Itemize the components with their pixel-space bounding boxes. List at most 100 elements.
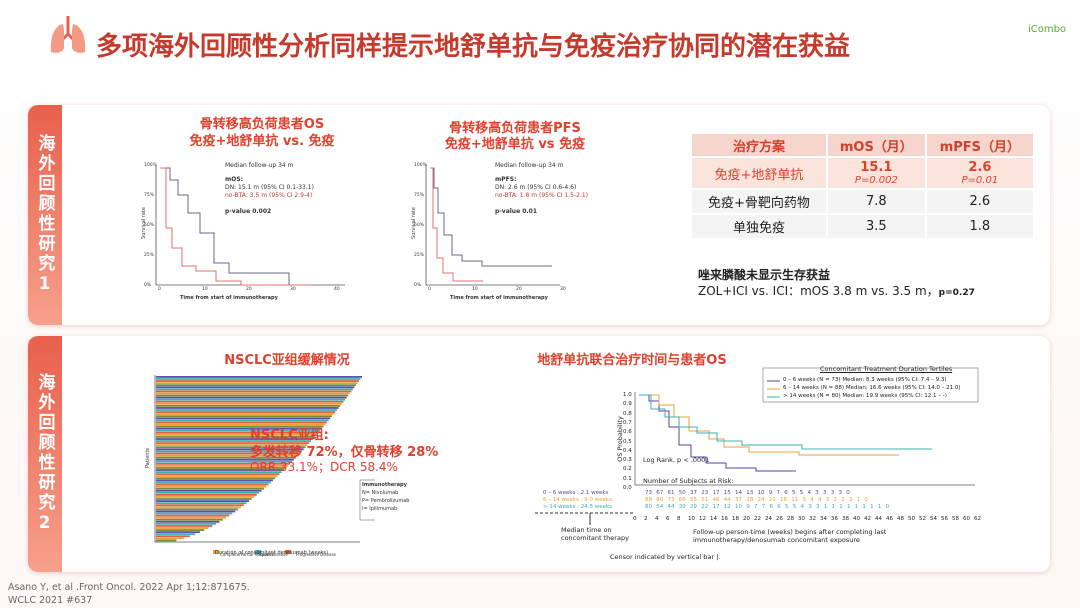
waterfall-bar: [156, 469, 284, 471]
waterfall-bar: [156, 415, 332, 418]
waterfall-bar: [156, 450, 302, 453]
x-tick-label: 2: [644, 516, 648, 522]
y-tick-label: 0.4: [623, 447, 632, 454]
citation: WCLC 2021 #637: [8, 595, 93, 606]
figure-text: DN: 15.1 m (95% CI 0.1-33.1): [225, 184, 314, 191]
waterfall-bar: [156, 508, 239, 511]
table-cell: 2.6: [968, 160, 992, 175]
waterfall-bar: [156, 376, 362, 378]
risk-row: 73 67 61 50 37 23 17 15 14 13 10 9 7 6 5…: [645, 490, 850, 496]
waterfall-bar: [156, 446, 306, 449]
table-cell: 3.5: [825, 213, 927, 240]
results-table: 治疗方案 mOS（月） mPFS（月） 免疫+地舒单抗 15.1 P=0.002 2.…: [690, 132, 1036, 240]
waterfall-bar: [156, 388, 353, 391]
waterfall-bar: [156, 475, 278, 478]
waterfall-bar: [156, 471, 282, 474]
section-label: 海外回顾性研究1: [34, 133, 55, 297]
waterfall-bar: [156, 462, 290, 465]
slide-title: 多项海外回顾性分析同样提示地舒单抗与免疫治疗协同的潜在获益: [96, 32, 851, 62]
x-tick-label: 60: [963, 516, 970, 522]
note-p: p=0.27: [938, 288, 975, 298]
y-tick-label: 25%: [414, 253, 425, 258]
x-tick-label: 26: [776, 516, 783, 522]
waterfall-bar: [156, 396, 347, 399]
waterfall-bar: [156, 456, 296, 459]
waterfall-bar: [156, 467, 286, 469]
waterfall-bar: [156, 438, 313, 440]
waterfall-bar: [156, 380, 359, 382]
y-tick-label: 50%: [414, 223, 425, 228]
x-axis-label: Follow-up person-time (weeks) begins aft…: [693, 528, 887, 536]
x-tick-label: 36: [831, 516, 838, 522]
logo: iCombo: [1027, 24, 1067, 35]
waterfall-bar: [156, 400, 344, 403]
subgroup-text: 多发转移 72%，仅骨转移 28%: [250, 445, 439, 460]
waterfall-bar: [156, 518, 223, 521]
legend-entry: Stable Disease: [258, 552, 288, 557]
x-tick-label: 30: [560, 287, 566, 292]
waterfall-bar: [156, 522, 216, 525]
p-value: P=0.01: [961, 175, 999, 186]
x-tick-label: 40: [334, 287, 340, 292]
x-tick-label: 24: [765, 516, 772, 522]
risk-row: 80 54 44 39 29 22 17 12 10 9 7 7 6 6 5 5…: [645, 504, 890, 510]
waterfall-bar: [156, 498, 252, 500]
figure-text: Median follow-up 34 m: [495, 162, 564, 169]
waterfall-bar: [156, 409, 337, 411]
legend-entry: 6 – 14 weeks (N = 88) Median: 16.6 weeks…: [783, 385, 961, 391]
km-figure-2: [425, 165, 560, 286]
subgroup-text: ORR 33.1%；DCR 58.4%: [250, 460, 398, 474]
waterfall-bar: [156, 479, 274, 482]
table-cell: 2.6: [924, 188, 1036, 215]
figure-text: p-value 0.01: [495, 208, 538, 215]
figure-text: mOS:: [225, 176, 244, 183]
x-tick-label: 20: [743, 516, 750, 522]
x-axis-label: Time from start of immunotherapy: [180, 295, 278, 301]
waterfall-bar: [156, 454, 298, 457]
waterfall-bar: [156, 489, 262, 492]
waterfall-bar: [156, 533, 196, 536]
y-tick-label: 0.0: [623, 485, 632, 491]
x-tick-label: 42: [864, 516, 871, 522]
figure-text: Median follow-up 34 m: [225, 162, 294, 169]
x-tick-label: 4: [655, 516, 659, 522]
x-axis-label: Time from start of immunotherapy: [450, 295, 548, 301]
log-rank: Log Rank, p < .0001: [643, 456, 710, 464]
waterfall-bar: [156, 407, 339, 409]
table-cell: 单独免疫: [690, 213, 828, 240]
waterfall-bar: [156, 402, 342, 405]
risk-label: > 14 weeks : 24.5 weeks: [543, 504, 613, 510]
figure-text: DN: 2.6 m (95% CI 0.6-4.6): [495, 184, 577, 191]
y-tick-label: 25%: [144, 253, 155, 258]
x-axis-label: Duration of concomitant denosumab (weeks…: [215, 550, 329, 556]
figure-title: 地舒单抗联合治疗时间与患者OS: [537, 353, 727, 368]
note-text: ZOL+ICI vs. ICI：mOS 3.8 m vs. 3.5 m，: [698, 284, 939, 298]
x-tick-label: 22: [754, 516, 761, 522]
figure-text: no-BTA: 3.5 m (95% CI 2.9-4): [225, 192, 313, 199]
legend-entry: Progressive Disease: [296, 552, 337, 557]
waterfall-bar: [156, 444, 308, 447]
waterfall-bar: [156, 539, 177, 542]
figure-subtitle: 免疫+地舒单抗 vs 免疫: [444, 137, 586, 152]
waterfall-bar: [156, 502, 247, 505]
x-tick-label: 54: [930, 516, 937, 522]
waterfall-bar: [156, 427, 322, 430]
waterfall-bar: [156, 527, 209, 529]
risk-label: 0 – 6 weeks : 2.1 weeks: [543, 490, 609, 496]
figure-text: no-BTA: 1.8 m (95% CI 1.5-2.1): [495, 192, 589, 199]
y-tick-label: 0.5: [623, 438, 632, 445]
waterfall-bar: [156, 520, 220, 523]
waterfall-bar: [156, 514, 230, 517]
legend-entry: P= Pembrolizumab: [362, 498, 410, 504]
waterfall-bar: [156, 404, 341, 407]
waterfall-bar: [156, 378, 361, 380]
km-figure-1: [155, 165, 345, 286]
table-cell: 免疫+地舒单抗: [690, 156, 828, 190]
x-axis-label: immunotherapy/denosumab concomitant expo…: [693, 536, 860, 544]
table-cell: 15.1: [860, 160, 893, 175]
note-title: 唑来膦酸未显示生存获益: [698, 268, 831, 282]
waterfall-bar: [156, 477, 276, 480]
median-note: Median time on: [561, 526, 612, 534]
waterfall-bar: [156, 440, 312, 442]
waterfall-bar: [156, 429, 320, 432]
